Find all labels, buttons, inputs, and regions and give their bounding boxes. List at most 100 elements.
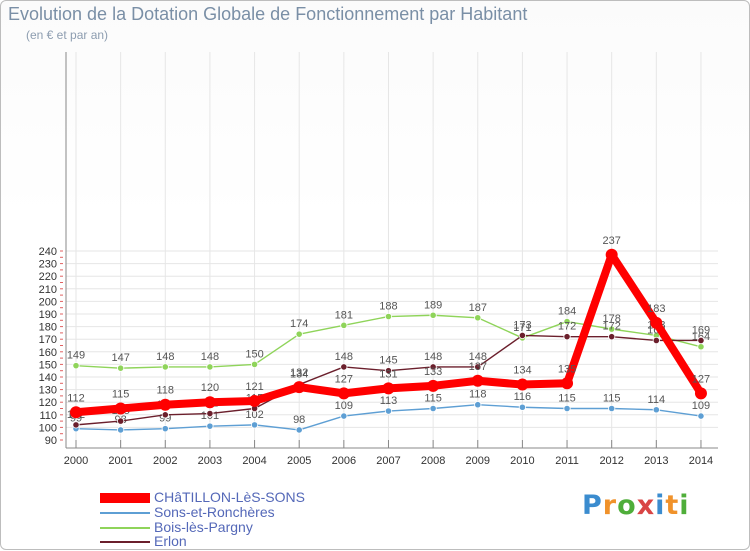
data-point (161, 411, 169, 419)
data-label: 183 (647, 303, 665, 315)
data-label: 133 (424, 366, 442, 378)
x-tick-label: 2006 (332, 455, 356, 467)
data-point (563, 404, 571, 413)
proxiti-logo: Proxiti (582, 490, 690, 521)
logo-letter: x (636, 490, 656, 521)
data-point (382, 382, 395, 395)
y-tick-label: 160 (39, 347, 57, 359)
data-point (608, 333, 616, 341)
x-tick-label: 2013 (644, 455, 668, 467)
data-label: 131 (379, 368, 397, 380)
data-label: 172 (603, 321, 621, 333)
data-label: 148 (335, 351, 353, 363)
data-point (563, 317, 571, 326)
data-label: 135 (558, 363, 576, 375)
data-label: 148 (424, 351, 442, 363)
chart-subtitle: (en € et par an) (26, 28, 109, 42)
data-point (652, 406, 660, 414)
x-tick-label: 2012 (599, 455, 623, 467)
data-point (114, 402, 127, 415)
y-tick-label: 150 (39, 359, 57, 371)
data-point (206, 422, 214, 430)
data-label: 109 (692, 400, 710, 412)
data-label: 147 (111, 352, 129, 364)
data-point (206, 409, 214, 418)
data-label: 173 (513, 319, 531, 331)
y-tick-label: 180 (39, 322, 57, 334)
legend-swatch (100, 512, 150, 514)
data-label: 98 (293, 414, 305, 426)
data-label: 132 (290, 367, 308, 379)
data-point (159, 398, 172, 411)
x-tick-label: 2005 (287, 455, 311, 467)
data-point (694, 387, 707, 400)
y-tick-label: 230 (39, 259, 57, 271)
data-label: 150 (245, 348, 263, 360)
data-point (652, 336, 660, 345)
data-label: 134 (290, 369, 308, 381)
data-point (340, 363, 348, 371)
legend-label: CHâTILLON-LèS-SONS (154, 489, 305, 505)
data-point (608, 404, 616, 413)
data-point (161, 363, 169, 371)
data-point (608, 325, 616, 333)
data-point (250, 421, 259, 429)
data-point (697, 343, 705, 351)
x-tick-label: 2002 (153, 455, 177, 467)
x-tick-label: 2014 (689, 455, 713, 467)
data-point (429, 311, 437, 319)
data-label: 115 (603, 393, 621, 405)
data-point (203, 396, 216, 409)
x-tick-label: 2008 (421, 455, 445, 467)
data-point (471, 374, 484, 387)
data-point (429, 404, 437, 413)
legend-label: Bois-lès-Pargny (154, 519, 253, 535)
data-point (605, 248, 618, 261)
data-label: 169 (692, 324, 710, 336)
data-label: 137 (469, 361, 487, 373)
data-label: 113 (380, 395, 398, 407)
data-point (384, 407, 393, 415)
chart-title: Evolution de la Dotation Globale de Fonc… (8, 4, 528, 24)
legend-swatch (100, 541, 150, 543)
data-label: 109 (335, 400, 353, 412)
data-point (563, 333, 571, 341)
y-tick-label: 200 (39, 296, 57, 308)
data-label: 184 (558, 306, 576, 318)
data-label: 127 (335, 373, 353, 385)
data-label: 149 (67, 350, 85, 362)
data-point (384, 312, 393, 321)
data-label: 188 (379, 301, 397, 313)
data-label: 181 (335, 309, 353, 321)
y-tick-label: 240 (39, 246, 57, 258)
data-point (72, 362, 80, 370)
x-tick-label: 2011 (555, 455, 579, 467)
data-point (516, 378, 529, 391)
data-point (250, 360, 259, 368)
data-label: 237 (603, 235, 621, 247)
data-point (518, 403, 527, 411)
data-point (293, 381, 306, 394)
data-point (161, 425, 169, 433)
data-point (70, 406, 82, 419)
logo-letter: i (655, 490, 666, 521)
data-point (117, 417, 125, 425)
data-label: 116 (514, 391, 532, 403)
data-point (340, 412, 348, 420)
logo-letter: i (679, 490, 690, 521)
data-label: 127 (692, 373, 710, 385)
y-tick-label: 130 (39, 385, 57, 397)
data-point (697, 412, 705, 420)
data-label: 134 (513, 365, 531, 377)
data-label: 118 (469, 389, 487, 401)
data-point (429, 363, 437, 371)
logo-letter: o (617, 490, 637, 521)
data-label: 148 (201, 351, 219, 363)
y-tick-label: 210 (39, 284, 57, 296)
x-tick-label: 2001 (108, 455, 132, 467)
data-point (117, 364, 125, 372)
data-point (248, 394, 261, 407)
data-label: 114 (648, 394, 666, 406)
data-label: 171 (513, 322, 531, 334)
data-label: 120 (201, 382, 219, 394)
